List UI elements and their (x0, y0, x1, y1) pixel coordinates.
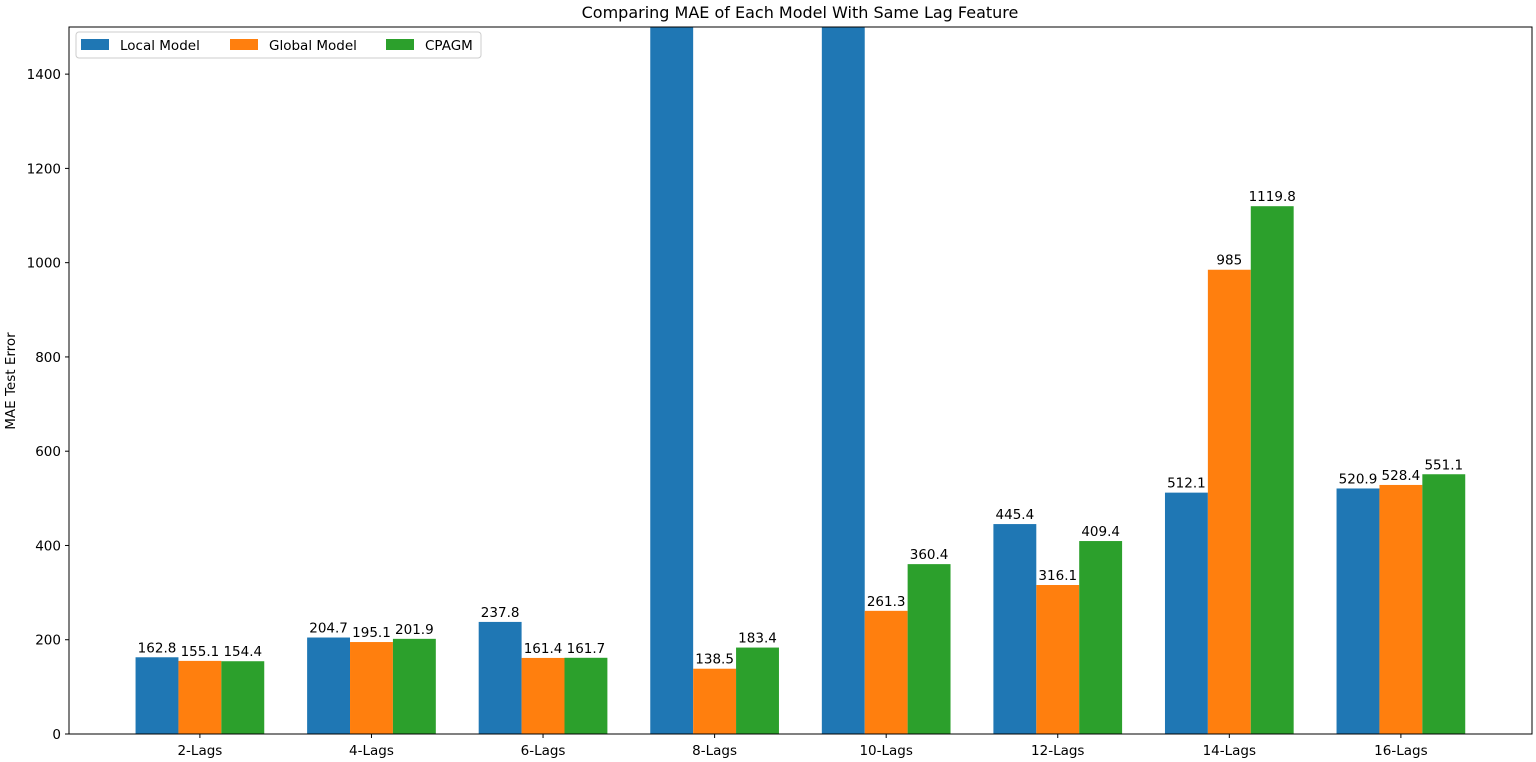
bar-value-label: 154.4 (223, 644, 262, 660)
x-tick-label: 12-Lags (1031, 743, 1084, 759)
y-tick-label: 1400 (27, 67, 61, 83)
x-tick-label: 10-Lags (859, 743, 912, 759)
y-tick-label: 400 (35, 538, 61, 554)
bar-global-model-14-lags (1207, 269, 1251, 734)
legend-swatch (386, 39, 414, 50)
bar-cpagm-6-lags (564, 657, 608, 734)
x-axis: 2-Lags 4-Lags 6-Lags 8-Lags 10-Lags 12-Lags 14… (177, 734, 1428, 759)
y-tick-label: 800 (35, 350, 61, 366)
x-tick-label: 14-Lags (1203, 743, 1256, 759)
bar-global-model-6-lags (521, 657, 565, 734)
bar-value-label: 316.1 (1038, 568, 1077, 584)
bar-cpagm-12-lags (1079, 541, 1123, 734)
bar-global-model-10-lags (864, 610, 908, 734)
bar-value-label: 237.8 (481, 605, 520, 621)
bar-local-model-10-lags (821, 27, 865, 734)
x-tick-label: 6-Lags (521, 743, 566, 759)
bar-global-model-12-lags (1036, 585, 1080, 734)
bar-cpagm-14-lags (1250, 206, 1294, 734)
y-tick-label: 0 (52, 727, 61, 743)
plot-frame (68, 26, 1533, 735)
bar-value-label: 360.4 (910, 547, 949, 563)
bar-value-label: 201.9 (395, 622, 434, 638)
bar-value-label: 138.5 (695, 652, 734, 668)
bar-local-model-8-lags (650, 27, 694, 734)
bar-local-model-16-lags (1336, 488, 1380, 734)
legend-box (75, 31, 482, 59)
x-tick-label: 4-Lags (349, 743, 394, 759)
y-axis: 0 200 400 600 800 1000 1200 1400 (27, 67, 69, 743)
legend: Local Model Global Model CPAGM (75, 31, 482, 59)
bar-value-label: 195.1 (352, 625, 391, 641)
y-tick-label: 1200 (27, 161, 61, 177)
bar-cpagm-10-lags (907, 564, 951, 734)
bar-value-label: 155.1 (181, 644, 220, 660)
bar-local-model-2-lags (135, 657, 179, 734)
bar-value-label: 445.4 (996, 507, 1035, 523)
bar-value-label: 551.1 (1424, 457, 1463, 473)
legend-label: Local Model (120, 38, 200, 54)
x-tick-label: 8-Lags (692, 743, 737, 759)
bar-value-label: 520.9 (1339, 471, 1378, 487)
bar-global-model-2-lags (178, 660, 222, 734)
bar-cpagm-4-lags (392, 638, 436, 734)
y-tick-label: 1000 (27, 256, 61, 272)
bar-value-label: 161.4 (524, 641, 563, 657)
bar-local-model-14-lags (1164, 492, 1208, 734)
bar-value-label: 512.1 (1167, 476, 1206, 492)
bar-local-model-12-lags (993, 524, 1037, 734)
bar-value-label: 409.4 (1081, 524, 1120, 540)
bar-labels-group: 162.8 204.7 237.8 445.4 512.1 520.9 155.1 195.1… (138, 189, 1463, 668)
x-tick-label: 2-Lags (177, 743, 222, 759)
bar-local-model-4-lags (307, 637, 351, 734)
legend-swatch (230, 39, 258, 50)
bar-value-label: 1119.8 (1249, 189, 1296, 205)
y-tick-label: 600 (35, 444, 61, 460)
bar-cpagm-16-lags (1422, 474, 1466, 734)
bar-value-label: 183.4 (738, 631, 777, 647)
y-axis-title: MAE Test Error (3, 332, 19, 430)
bar-value-label: 161.7 (567, 641, 606, 657)
bar-local-model-6-lags (478, 621, 522, 734)
legend-label: CPAGM (425, 38, 473, 54)
bar-global-model-4-lags (350, 642, 393, 734)
chart-title: Comparing MAE of Each Model With Same La… (582, 3, 1019, 22)
bar-global-model-8-lags (693, 668, 737, 734)
bar-cpagm-8-lags (736, 647, 779, 734)
bar-value-label: 204.7 (309, 621, 348, 637)
legend-label: Global Model (269, 38, 357, 54)
bar-value-label: 528.4 (1382, 468, 1421, 484)
y-tick-label: 200 (35, 633, 61, 649)
x-tick-label: 16-Lags (1374, 743, 1427, 759)
legend-swatch (81, 39, 109, 50)
bar-value-label: 261.3 (867, 594, 906, 610)
bar-value-label: 985 (1216, 253, 1242, 269)
bar-value-label: 162.8 (138, 640, 177, 656)
bar-cpagm-2-lags (221, 661, 265, 734)
bar-global-model-16-lags (1379, 484, 1423, 734)
bars-group (135, 27, 1466, 734)
